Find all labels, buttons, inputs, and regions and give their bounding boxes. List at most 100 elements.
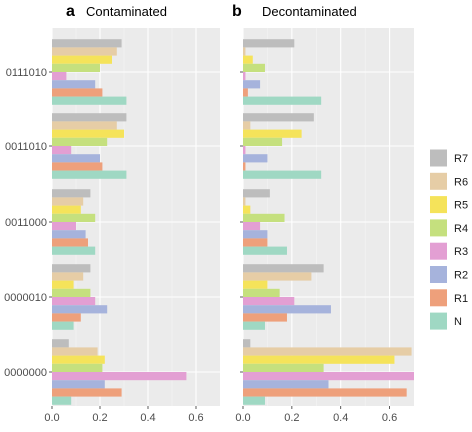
bar-R3-0000010 xyxy=(243,297,295,306)
bar-R2-0011000 xyxy=(52,230,86,239)
x-tick-label: 0.2 xyxy=(284,412,299,424)
bar-R4-0011010 xyxy=(243,137,283,146)
legend-swatch-R1 xyxy=(430,289,447,307)
x-tick-label: 0.0 xyxy=(44,412,59,424)
bar-R3-0011000 xyxy=(243,222,261,231)
panel-a-letter: a xyxy=(66,3,75,20)
bar-N-0011000 xyxy=(243,246,287,255)
bar-R4-0000000 xyxy=(52,363,103,372)
bar-R5-0011010 xyxy=(243,129,302,138)
bar-R1-0000010 xyxy=(243,313,287,322)
bar-R7-0011010 xyxy=(243,113,314,122)
panel-contaminated: a Contaminated 0.0 0.2 0.4 0.6 0111010 001101… xyxy=(4,3,220,424)
bar-R4-0011000 xyxy=(52,213,96,222)
y-tick-label: 0111010 xyxy=(6,67,47,79)
bar-R6-0000000 xyxy=(243,347,412,356)
bar-R4-0000000 xyxy=(243,363,324,372)
bar-R4-0111010 xyxy=(243,63,265,72)
legend-swatch-R2 xyxy=(430,266,447,283)
bar-R6-0011010 xyxy=(52,121,117,130)
bar-R5-0000010 xyxy=(52,280,74,289)
bar-R1-0011010 xyxy=(243,162,246,171)
bar-R7-0011000 xyxy=(243,189,270,198)
y-tick-label: 0000000 xyxy=(4,367,47,379)
legend-swatch-R7 xyxy=(430,149,447,167)
bar-R4-0011000 xyxy=(243,213,285,222)
bar-N-0000000 xyxy=(243,396,265,405)
bar-R3-0011010 xyxy=(52,146,72,155)
x-tick-label: 0.2 xyxy=(92,412,107,424)
bar-R6-0000010 xyxy=(243,272,312,281)
legend: R7 R6 R5 R4 R3 R2 R1 N xyxy=(430,149,468,330)
bar-R2-0011010 xyxy=(52,154,100,163)
bar-R7-0000010 xyxy=(243,264,324,273)
bar-R6-0111010 xyxy=(52,47,117,56)
bar-R1-0011000 xyxy=(243,238,268,247)
bar-R1-0000000 xyxy=(52,388,122,397)
bar-R6-0111010 xyxy=(243,47,246,56)
x-tick-label: 0.6 xyxy=(188,412,203,424)
panel-b-title: Decontaminated xyxy=(262,4,357,19)
bar-N-0000010 xyxy=(243,321,265,330)
bar-R1-0111010 xyxy=(52,88,103,97)
bar-N-0011010 xyxy=(243,170,322,179)
bar-R7-0111010 xyxy=(243,39,295,48)
bar-R6-0000010 xyxy=(52,272,84,281)
bar-R3-0011010 xyxy=(243,146,246,155)
y-tick-label: 0000010 xyxy=(4,292,47,304)
bar-R1-0111010 xyxy=(243,88,248,97)
bar-R3-0111010 xyxy=(243,72,246,81)
panel-b-letter: b xyxy=(232,3,242,20)
bar-N-0000000 xyxy=(52,396,72,405)
bar-R6-0000000 xyxy=(52,347,98,356)
bar-N-0011010 xyxy=(52,170,127,179)
bar-R2-0000010 xyxy=(243,305,331,314)
bar-R3-0000000 xyxy=(243,372,414,381)
legend-label-R4: R4 xyxy=(454,223,468,235)
bar-R7-0000000 xyxy=(52,339,69,348)
legend-label-R5: R5 xyxy=(454,200,468,212)
bar-R2-0000000 xyxy=(243,380,329,389)
y-tick-label: 0011010 xyxy=(5,141,47,153)
bar-N-0111010 xyxy=(243,96,322,105)
bar-R5-0000000 xyxy=(243,355,395,364)
bar-R5-0011000 xyxy=(52,205,81,214)
bar-R5-0111010 xyxy=(243,55,253,64)
bar-R4-0111010 xyxy=(52,63,100,72)
bar-R3-0000010 xyxy=(52,297,96,306)
x-tick-label: 0.0 xyxy=(235,412,250,424)
bar-R5-0000000 xyxy=(52,355,105,364)
x-tick-label: 0.4 xyxy=(140,412,155,424)
legend-label-R1: R1 xyxy=(454,293,468,305)
y-tick-label: 0011000 xyxy=(5,217,47,229)
x-tick-label: 0.4 xyxy=(333,412,348,424)
bar-R2-0011000 xyxy=(243,230,268,239)
legend-label-R6: R6 xyxy=(454,176,468,188)
bar-R7-0011000 xyxy=(52,189,91,198)
panel-a-title: Contaminated xyxy=(86,4,167,19)
bar-R3-0111010 xyxy=(52,72,67,81)
legend-swatch-R4 xyxy=(430,219,447,237)
bar-N-0000010 xyxy=(52,321,74,330)
bar-R1-0011000 xyxy=(52,238,88,247)
legend-label-N: N xyxy=(454,316,462,328)
bar-R5-0111010 xyxy=(52,55,112,64)
bar-R6-0011010 xyxy=(243,121,251,130)
bar-R7-0011010 xyxy=(52,113,127,122)
bar-R7-0000010 xyxy=(52,264,91,273)
bar-R3-0011000 xyxy=(52,222,76,231)
panel-decontaminated: b Decontaminated 0.0 0.2 0.4 0.6 xyxy=(232,3,414,424)
bar-R5-0000010 xyxy=(243,280,268,289)
bar-R2-0111010 xyxy=(243,80,261,89)
legend-swatch-N xyxy=(430,312,447,330)
bar-R1-0000010 xyxy=(52,313,81,322)
bar-R6-0011000 xyxy=(243,197,246,206)
bar-N-0011000 xyxy=(52,246,96,255)
bar-R7-0000000 xyxy=(243,339,251,348)
x-tick-label: 0.6 xyxy=(382,412,397,424)
legend-label-R7: R7 xyxy=(454,153,468,165)
bar-R2-0000000 xyxy=(52,380,105,389)
bar-R4-0000010 xyxy=(243,288,280,297)
bar-R4-0011010 xyxy=(52,137,108,146)
